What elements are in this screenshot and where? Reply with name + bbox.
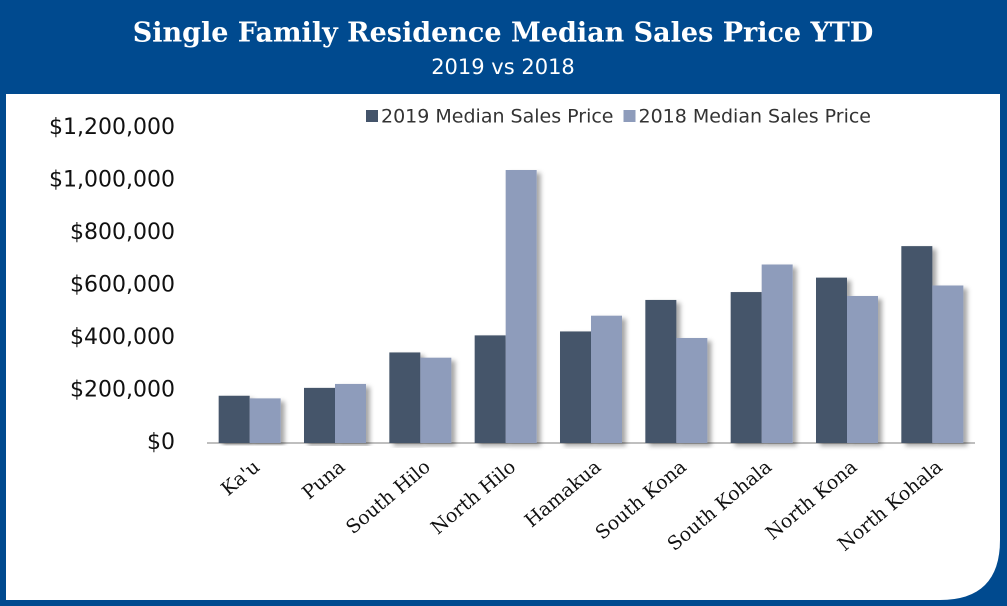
legend-label: 2018 Median Sales Price [639,106,872,128]
chart-subtitle: 2019 vs 2018 [431,55,575,79]
legend-swatch [366,110,378,122]
bar [505,170,537,443]
y-tick-label: $0 [147,430,175,455]
y-tick-label: $400,000 [70,325,175,350]
y-tick-label: $1,200,000 [49,115,175,140]
bar [591,315,622,443]
bar [304,387,335,443]
bar [389,352,421,443]
y-tick-label: $1,000,000 [49,168,175,193]
bar [645,299,677,443]
bar [218,395,250,443]
legend-label: 2019 Median Sales Price [381,106,614,128]
y-tick-label: $800,000 [70,220,175,245]
chart-title: Single Family Residence Median Sales Pri… [133,18,874,49]
legend-swatch [623,110,636,122]
bar [932,285,964,443]
bar [761,264,793,443]
y-tick-label: $600,000 [70,273,175,298]
bar [847,296,878,443]
bar [249,398,281,443]
bar [901,246,933,443]
bar [420,357,452,443]
bar [335,383,366,443]
y-tick-label: $200,000 [70,378,175,403]
bar [816,277,847,443]
bar [560,331,591,443]
bar [730,292,762,443]
bar [676,338,708,443]
bar [474,335,506,443]
